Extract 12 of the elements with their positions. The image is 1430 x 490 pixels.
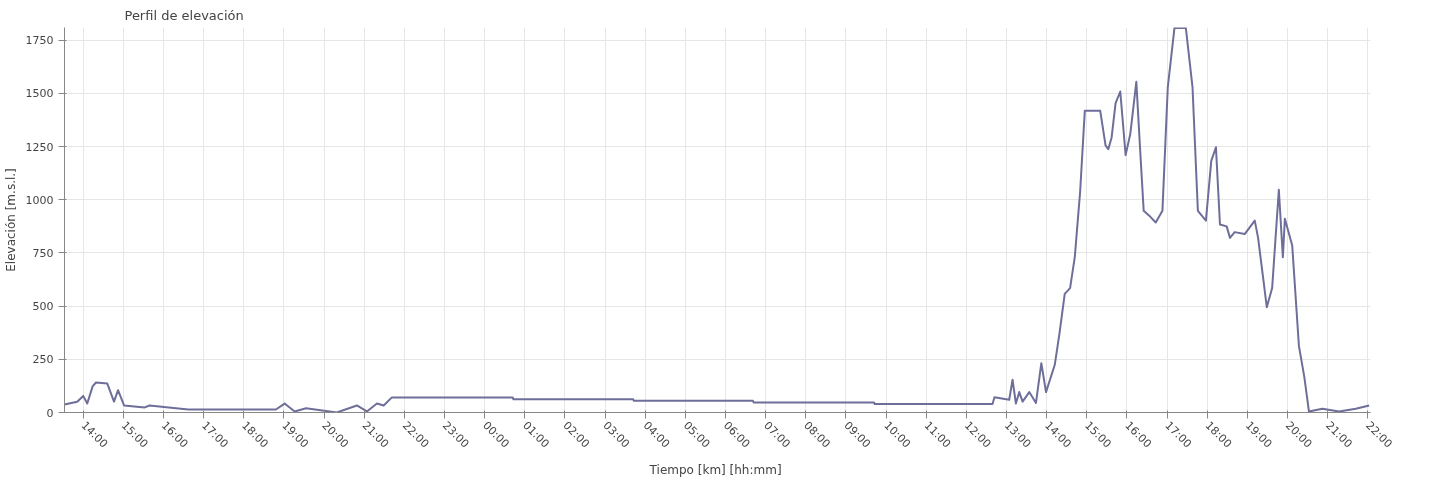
line-series bbox=[64, 27, 1371, 413]
y-tick-label: 1250 bbox=[25, 140, 54, 154]
y-tick-label: 500 bbox=[32, 300, 54, 314]
y-tick-label: 250 bbox=[32, 353, 54, 367]
y-tick-label: 1000 bbox=[25, 193, 54, 207]
y-tick-label: 1500 bbox=[25, 87, 54, 101]
y-tick-label: 0 bbox=[46, 406, 54, 420]
y-tick-label: 750 bbox=[32, 246, 54, 260]
y-tick-label: 1750 bbox=[25, 34, 54, 48]
y-axis-title: Elevación [m.s.l.] bbox=[3, 168, 18, 272]
chart-title: Perfil de elevación bbox=[124, 7, 244, 23]
x-axis-title: Tiempo [km] [hh:mm] bbox=[648, 463, 782, 478]
